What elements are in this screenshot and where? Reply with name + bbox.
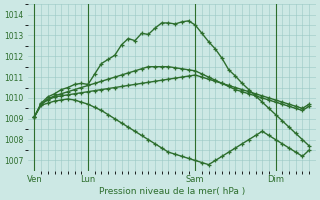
X-axis label: Pression niveau de la mer( hPa ): Pression niveau de la mer( hPa ) — [99, 187, 245, 196]
